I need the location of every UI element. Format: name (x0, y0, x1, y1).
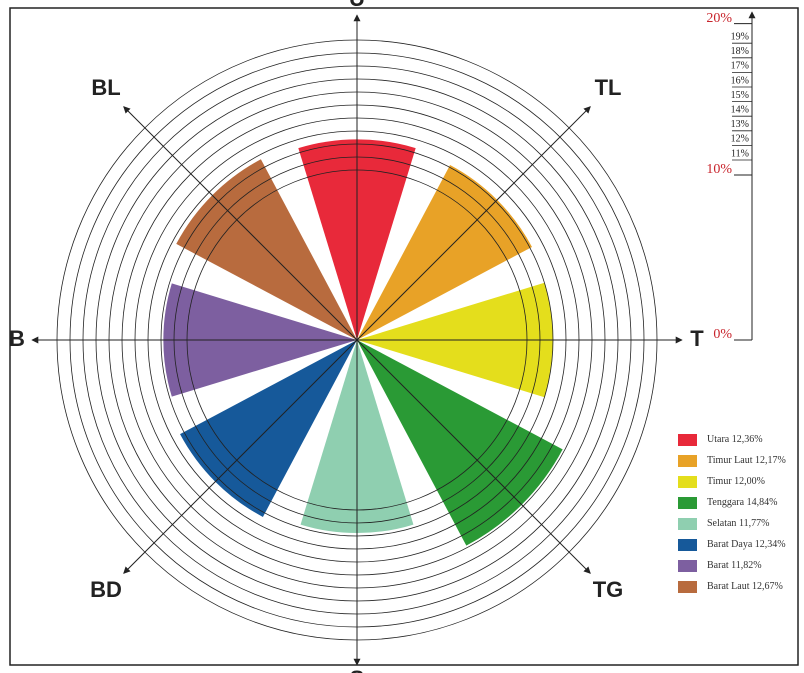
legend-name: Tenggara (707, 497, 745, 508)
direction-label: BL (91, 75, 120, 100)
scale-label: 0% (713, 327, 732, 342)
scale-label: 18% (731, 46, 749, 57)
direction-label: T (690, 326, 704, 351)
legend-name: Utara (707, 434, 730, 445)
scale-label: 12% (731, 134, 749, 145)
legend-label: Selatan 11,77% (707, 518, 769, 529)
legend-name: Barat (707, 560, 729, 571)
legend-value: 12,34% (755, 539, 786, 550)
legend-swatch (678, 455, 697, 467)
legend-name: Barat Daya (707, 539, 753, 550)
legend-swatch (678, 518, 697, 530)
scale-label: 16% (731, 75, 749, 86)
legend-swatch (678, 539, 697, 551)
axis (356, 106, 591, 341)
legend-name: Barat Laut (707, 581, 750, 592)
scale-label: 17% (731, 61, 749, 72)
legend-label: Timur Laut 12,17% (707, 455, 786, 466)
direction-label: TG (593, 577, 624, 602)
legend-value: 12,00% (734, 476, 765, 487)
frame (9, 7, 799, 666)
direction-label: U (349, 0, 365, 11)
legend-name: Timur (707, 476, 732, 487)
scale-label: 20% (706, 11, 732, 26)
legend-value: 14,84% (747, 497, 778, 508)
legend-label: Barat Daya 12,34% (707, 539, 786, 550)
legend-label: Tenggara 14,84% (707, 497, 777, 508)
legend-name: Timur Laut (707, 455, 753, 466)
axis (123, 339, 358, 574)
scale-label: 14% (731, 104, 749, 115)
scale-label: 10% (706, 162, 732, 177)
legend-value: 12,67% (752, 581, 783, 592)
direction-label: B (9, 326, 25, 351)
legend-swatch (678, 434, 697, 446)
legend-label: Timur 12,00% (707, 476, 765, 487)
legend-value: 12,36% (732, 434, 763, 445)
legend-swatch (678, 560, 697, 572)
direction-label: S (350, 666, 365, 673)
scale-label: 19% (731, 31, 749, 42)
direction-label: BD (90, 577, 122, 602)
legend-label: Barat 11,82% (707, 560, 762, 571)
scale-label: 13% (731, 119, 749, 130)
legend-name: Selatan (707, 518, 736, 529)
legend-swatch (678, 581, 697, 593)
legend-swatch (678, 476, 697, 488)
scale-label: 15% (731, 90, 749, 101)
legend-label: Utara 12,36% (707, 434, 763, 445)
legend-value: 11,77% (739, 518, 769, 529)
legend-value: 11,82% (731, 560, 761, 571)
axis (356, 339, 591, 574)
axis (123, 106, 358, 341)
scale-label: 11% (731, 148, 749, 159)
legend-value: 12,17% (755, 455, 786, 466)
legend-swatch (678, 497, 697, 509)
legend-label: Barat Laut 12,67% (707, 581, 783, 592)
direction-label: TL (595, 75, 622, 100)
